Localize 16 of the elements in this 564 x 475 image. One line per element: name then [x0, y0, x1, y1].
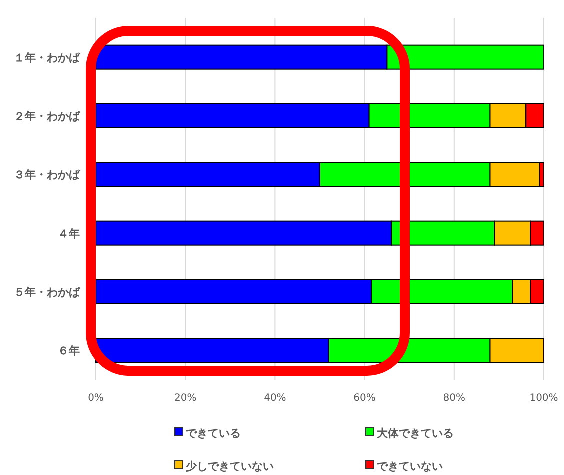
legend-label: 大体できている	[377, 427, 454, 440]
legend-label: できている	[186, 427, 241, 440]
y-tick-label: ５年・わかば	[14, 286, 81, 299]
y-tick-label: ６年	[58, 344, 80, 358]
x-tick-label: 60%	[354, 393, 376, 404]
y-tick-label: ４年	[58, 227, 80, 240]
x-tick-label: 20%	[174, 393, 197, 404]
y-tick-label: ２年・わかば	[14, 110, 81, 123]
x-tick-label: 100%	[530, 393, 558, 404]
x-tick-label: 0%	[88, 393, 104, 404]
y-tick-label: １年・わかば	[14, 51, 81, 64]
x-tick-label: 40%	[264, 393, 286, 404]
legend-label: できていない	[377, 460, 443, 473]
x-tick-label: 80%	[443, 393, 466, 404]
y-tick-label: ３年・わかば	[14, 168, 81, 182]
legend-label: 少しできていない	[185, 460, 274, 473]
